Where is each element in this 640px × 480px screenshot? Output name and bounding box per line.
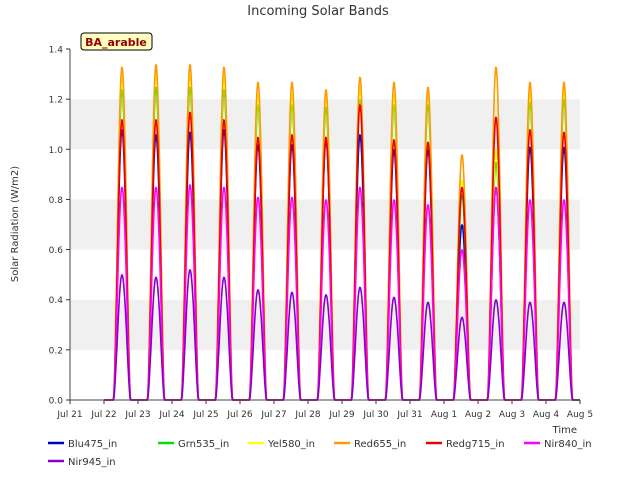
x-tick-label: Aug 2 (465, 410, 491, 420)
x-tick-label: Jul 28 (294, 410, 320, 420)
x-tick-label: Aug 3 (499, 410, 525, 420)
legend-label: Redg715_in (446, 439, 505, 450)
x-tick-label: Jul 29 (328, 410, 354, 420)
grid-band (70, 349, 580, 400)
y-tick-label: 0.0 (49, 397, 64, 407)
legend-item: Red655_in (334, 439, 406, 450)
x-axis-label: Time (552, 425, 577, 436)
x-tick-label: Jul 21 (56, 410, 82, 420)
legend-item: Blu475_in (48, 439, 117, 450)
x-tick-label: Jul 31 (396, 410, 422, 420)
x-tick-label: Aug 4 (533, 410, 559, 420)
legend-label: Nir945_in (68, 457, 116, 468)
y-tick-label: 1.0 (49, 146, 64, 156)
grid-band (70, 299, 580, 350)
grid-band (70, 249, 580, 300)
site-label: BA_arable (85, 36, 147, 49)
chart-title: Incoming Solar Bands (247, 4, 389, 19)
y-tick-label: 0.4 (49, 296, 64, 306)
y-axis: 0.0 0.2 0.4 0.6 0.8 1.0 1.2 1.4 (49, 46, 70, 407)
y-tick-label: 0.2 (49, 346, 63, 356)
plot-frame (69, 49, 580, 401)
legend-item: Redg715_in (426, 439, 505, 450)
y-axis-label: Solar Radiation (W/m2) (10, 166, 21, 282)
y-tick-label: 1.2 (49, 96, 63, 106)
legend-item: Grn535_in (158, 439, 229, 450)
x-tick-label: Jul 24 (158, 410, 184, 420)
x-axis: Jul 21 Jul 22 Jul 23 Jul 24 Jul 25 Jul 26 Jul … (56, 400, 593, 420)
legend-label: Grn535_in (178, 439, 229, 450)
y-tick-label: 0.6 (49, 246, 64, 256)
x-tick-label: Jul 22 (90, 410, 116, 420)
legend-label: Blu475_in (68, 439, 117, 450)
site-label-box: BA_arable (80, 32, 153, 51)
x-tick-label: Jul 23 (124, 410, 150, 420)
y-tick-label: 0.8 (49, 196, 64, 206)
x-tick-label: Jul 26 (226, 410, 252, 420)
y-tick-label: 1.4 (49, 46, 64, 56)
x-tick-label: Jul 25 (192, 410, 218, 420)
legend-label: Yel580_in (267, 439, 315, 450)
x-tick-label: Aug 1 (431, 410, 457, 420)
legend-label: Nir840_in (544, 439, 592, 450)
x-tick-label: Aug 5 (567, 410, 593, 420)
legend-item: Nir840_in (524, 439, 592, 450)
legend-item: Nir945_in (48, 457, 116, 468)
x-tick-label: Jul 27 (260, 410, 286, 420)
legend: Blu475_in Grn535_in Yel580_in Red655_in Redg… (48, 439, 592, 468)
x-tick-label: Jul 30 (362, 410, 388, 420)
legend-label: Red655_in (354, 439, 406, 450)
legend-item: Yel580_in (248, 439, 315, 450)
